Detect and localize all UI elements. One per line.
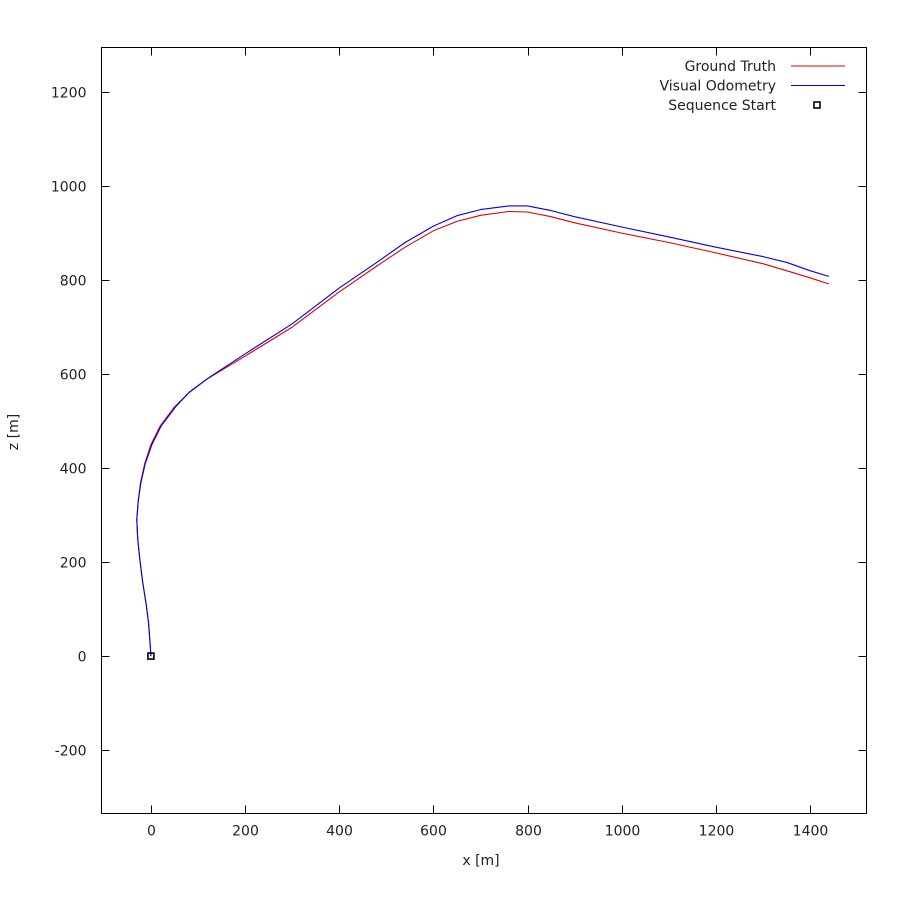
legend-label: Visual Odometry [660,79,777,95]
series-layer [136,205,829,657]
legend-marker-swatch [813,101,821,109]
x-tick-label: 0 [147,824,156,840]
x-tick-label: 400 [326,824,353,840]
x-tick-label: 600 [420,824,447,840]
legend-label: Ground Truth [685,59,776,75]
y-tick-label: 0 [78,650,87,666]
plot-frame [101,47,867,814]
x-tick-label: 1000 [605,824,641,840]
y-tick-label: 400 [60,462,87,478]
marker-layer [147,652,155,660]
legend: Ground Truth Visual Odometry Sequence Star… [660,59,845,114]
x-tick-label: 800 [515,824,542,840]
x-tick-label: 200 [232,824,259,840]
y-tick-label: 200 [60,556,87,572]
series-line-ground-truth [136,210,829,657]
sequence-start-marker [147,652,155,660]
y-tick-label: 600 [60,368,87,384]
y-tick-label: 1000 [51,180,87,196]
y-tick-label: 1200 [51,86,87,102]
x-axis-label: x [m] [462,853,499,869]
x-tick-label: 1400 [793,824,829,840]
y-tick-label: 800 [60,274,87,290]
x-tick-label: 1200 [699,824,735,840]
series-line-visual-odometry [136,205,829,657]
y-axis-label: z [m] [6,414,22,450]
axis-ticks: 0 200 400 600 800 1000 1200 1400 -200 0 200 400 600 8… [51,47,867,840]
legend-label: Sequence Start [668,98,776,114]
y-tick-label: -200 [55,744,87,760]
